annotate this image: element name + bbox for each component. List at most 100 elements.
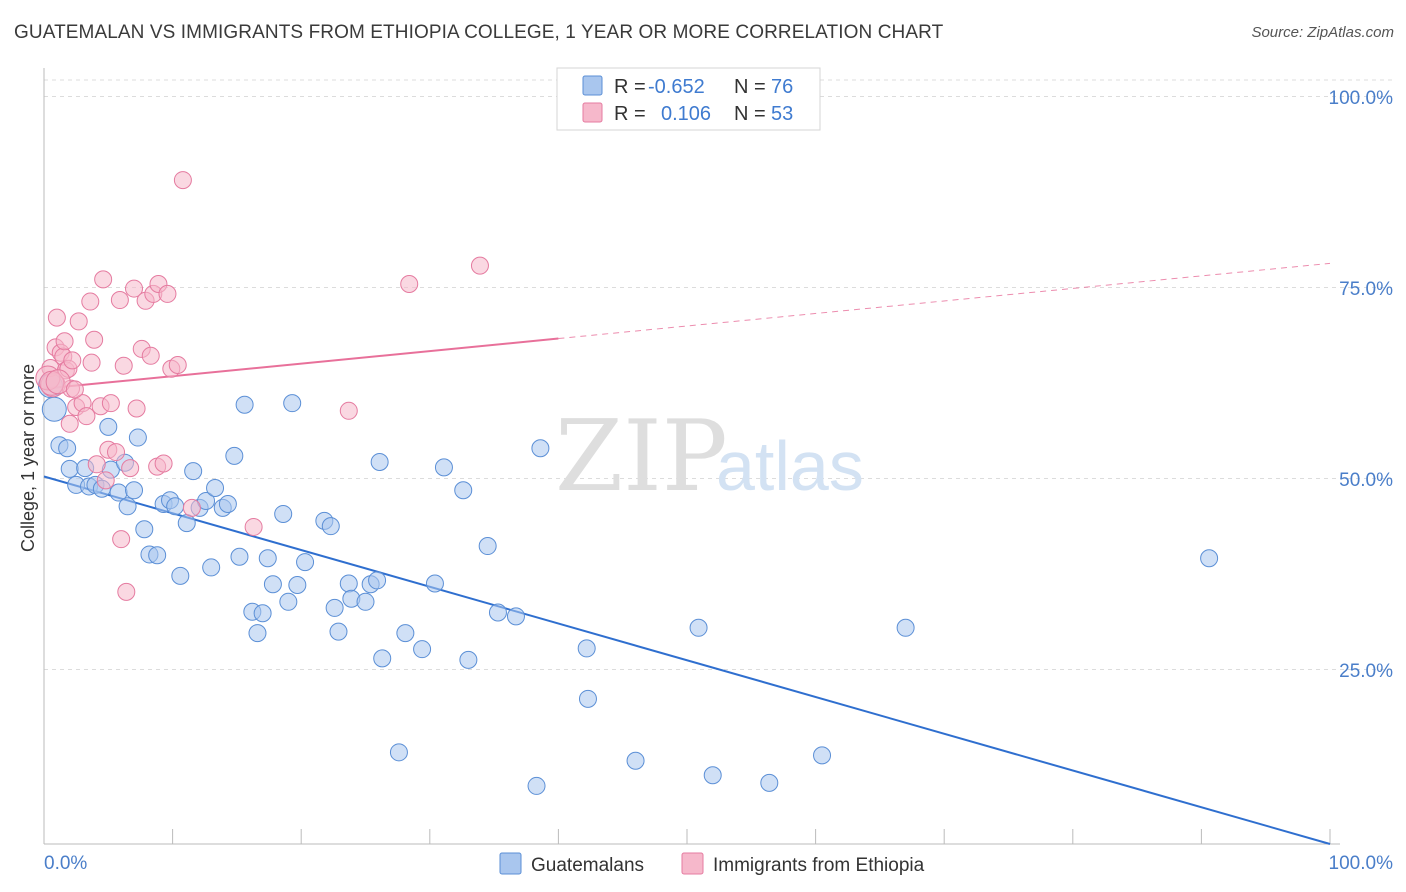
data-point-pink bbox=[96, 471, 115, 490]
legend-box: R = -0.652 N = 76 R = 0.106 N = 53 bbox=[556, 67, 821, 131]
data-point-pink bbox=[244, 517, 263, 536]
y-tick-label: 100.0% bbox=[1329, 88, 1394, 109]
data-point-pink bbox=[117, 582, 136, 601]
data-point-pink bbox=[47, 308, 66, 327]
data-point-blue bbox=[258, 549, 277, 568]
data-point-blue bbox=[279, 592, 298, 611]
legend-n-value-1: 76 bbox=[771, 76, 793, 98]
data-point-pink bbox=[77, 407, 96, 426]
data-point-pink bbox=[94, 270, 113, 289]
data-point-blue bbox=[184, 462, 203, 481]
data-point-blue bbox=[389, 743, 408, 762]
data-point-blue bbox=[454, 481, 473, 500]
data-point-blue bbox=[527, 776, 546, 795]
data-point-pink bbox=[81, 292, 100, 311]
data-point-blue bbox=[166, 497, 185, 516]
data-point-blue bbox=[206, 478, 225, 497]
data-point-blue bbox=[321, 517, 340, 536]
data-point-pink bbox=[60, 414, 79, 433]
data-point-blue bbox=[329, 622, 348, 641]
data-point-blue bbox=[274, 504, 293, 523]
data-point-blue bbox=[99, 417, 118, 436]
data-point-blue bbox=[171, 566, 190, 585]
data-point-blue bbox=[263, 575, 282, 594]
data-point-pink bbox=[470, 256, 489, 275]
data-point-blue bbox=[60, 459, 79, 478]
data-point-pink bbox=[141, 346, 160, 365]
data-point-blue bbox=[58, 439, 77, 458]
data-point-pink bbox=[125, 279, 144, 298]
data-point-blue bbox=[230, 547, 249, 566]
data-point-blue bbox=[370, 453, 389, 471]
watermark-atlas: atlas bbox=[716, 427, 864, 505]
data-point-blue bbox=[373, 649, 392, 668]
data-point-pink bbox=[158, 284, 177, 303]
legend-r-label-2: R = bbox=[614, 103, 646, 125]
data-point-blue bbox=[325, 598, 344, 617]
legend-n-label-2: N = bbox=[734, 103, 766, 125]
data-point-pink bbox=[85, 330, 104, 349]
data-point-blue bbox=[248, 624, 267, 643]
data-point-blue bbox=[118, 497, 137, 516]
data-point-pink bbox=[63, 351, 82, 370]
trend-line-dashed-pink bbox=[558, 262, 1331, 340]
data-point-pink bbox=[114, 356, 133, 375]
data-point-blue bbox=[288, 576, 307, 595]
chart-title: GUATEMALAN VS IMMIGRANTS FROM ETHIOPIA C… bbox=[14, 22, 944, 43]
data-point-blue bbox=[339, 574, 358, 593]
y-tick-label: 75.0% bbox=[1339, 279, 1393, 300]
source-note: Source: ZipAtlas.com bbox=[1251, 24, 1394, 41]
data-point-pink bbox=[110, 291, 129, 310]
legend-n-label-1: N = bbox=[734, 76, 766, 98]
data-point-blue bbox=[488, 603, 507, 622]
data-point-blue bbox=[177, 514, 196, 533]
y-tick-label: 50.0% bbox=[1339, 470, 1393, 491]
data-point-pink bbox=[173, 171, 192, 190]
data-point-blue bbox=[703, 766, 722, 785]
bottom-legend-swatch-pink bbox=[681, 852, 704, 875]
legend-r-value-2: 0.106 bbox=[661, 103, 711, 125]
data-point-blue bbox=[813, 746, 832, 765]
data-point-blue bbox=[148, 546, 167, 565]
watermark-zip: ZIP bbox=[555, 400, 728, 514]
data-point-blue bbox=[396, 624, 415, 643]
data-point-blue bbox=[125, 481, 144, 500]
x-tick-label: 100.0% bbox=[1329, 853, 1394, 874]
data-point-blue bbox=[1200, 549, 1219, 568]
data-point-pink bbox=[182, 498, 201, 517]
data-point-blue bbox=[202, 558, 221, 577]
data-point-pink bbox=[101, 394, 120, 413]
data-point-blue bbox=[578, 689, 597, 708]
data-point-pink bbox=[65, 380, 84, 399]
bottom-legend-swatch-blue bbox=[499, 852, 522, 875]
data-point-blue bbox=[225, 446, 244, 465]
legend-r-label-1: R = bbox=[614, 76, 646, 98]
grid-lines bbox=[44, 79, 1393, 670]
axes bbox=[43, 68, 1340, 845]
tick-labels: 100.0% 75.0% 50.0% 25.0% 0.0% 100.0% bbox=[44, 88, 1393, 874]
data-point-blue bbox=[135, 520, 154, 539]
data-point-blue bbox=[626, 751, 645, 770]
data-point-pink bbox=[154, 454, 173, 473]
data-point-blue bbox=[425, 574, 444, 593]
legend-swatch-pink bbox=[582, 102, 603, 123]
data-point-blue bbox=[577, 639, 596, 658]
data-point-blue bbox=[218, 495, 237, 514]
watermark: ZIP atlas bbox=[555, 400, 864, 514]
data-point-blue bbox=[128, 428, 147, 447]
legend-n-value-2: 53 bbox=[771, 103, 793, 125]
data-point-blue bbox=[41, 396, 67, 422]
data-point-blue bbox=[296, 553, 315, 572]
bottom-legend: Guatemalans Immigrants from Ethiopia bbox=[499, 852, 925, 876]
data-point-blue bbox=[506, 607, 525, 626]
data-point-pink bbox=[87, 455, 106, 474]
trend-line-pink bbox=[43, 337, 559, 390]
data-point-pink bbox=[127, 399, 146, 418]
data-point-blue bbox=[478, 537, 497, 556]
data-point-blue bbox=[356, 592, 375, 611]
data-point-blue bbox=[459, 650, 478, 669]
data-point-pink bbox=[112, 530, 131, 549]
data-point-pink bbox=[107, 443, 126, 462]
data-point-blue bbox=[896, 618, 915, 637]
legend-swatch-blue bbox=[582, 75, 603, 96]
